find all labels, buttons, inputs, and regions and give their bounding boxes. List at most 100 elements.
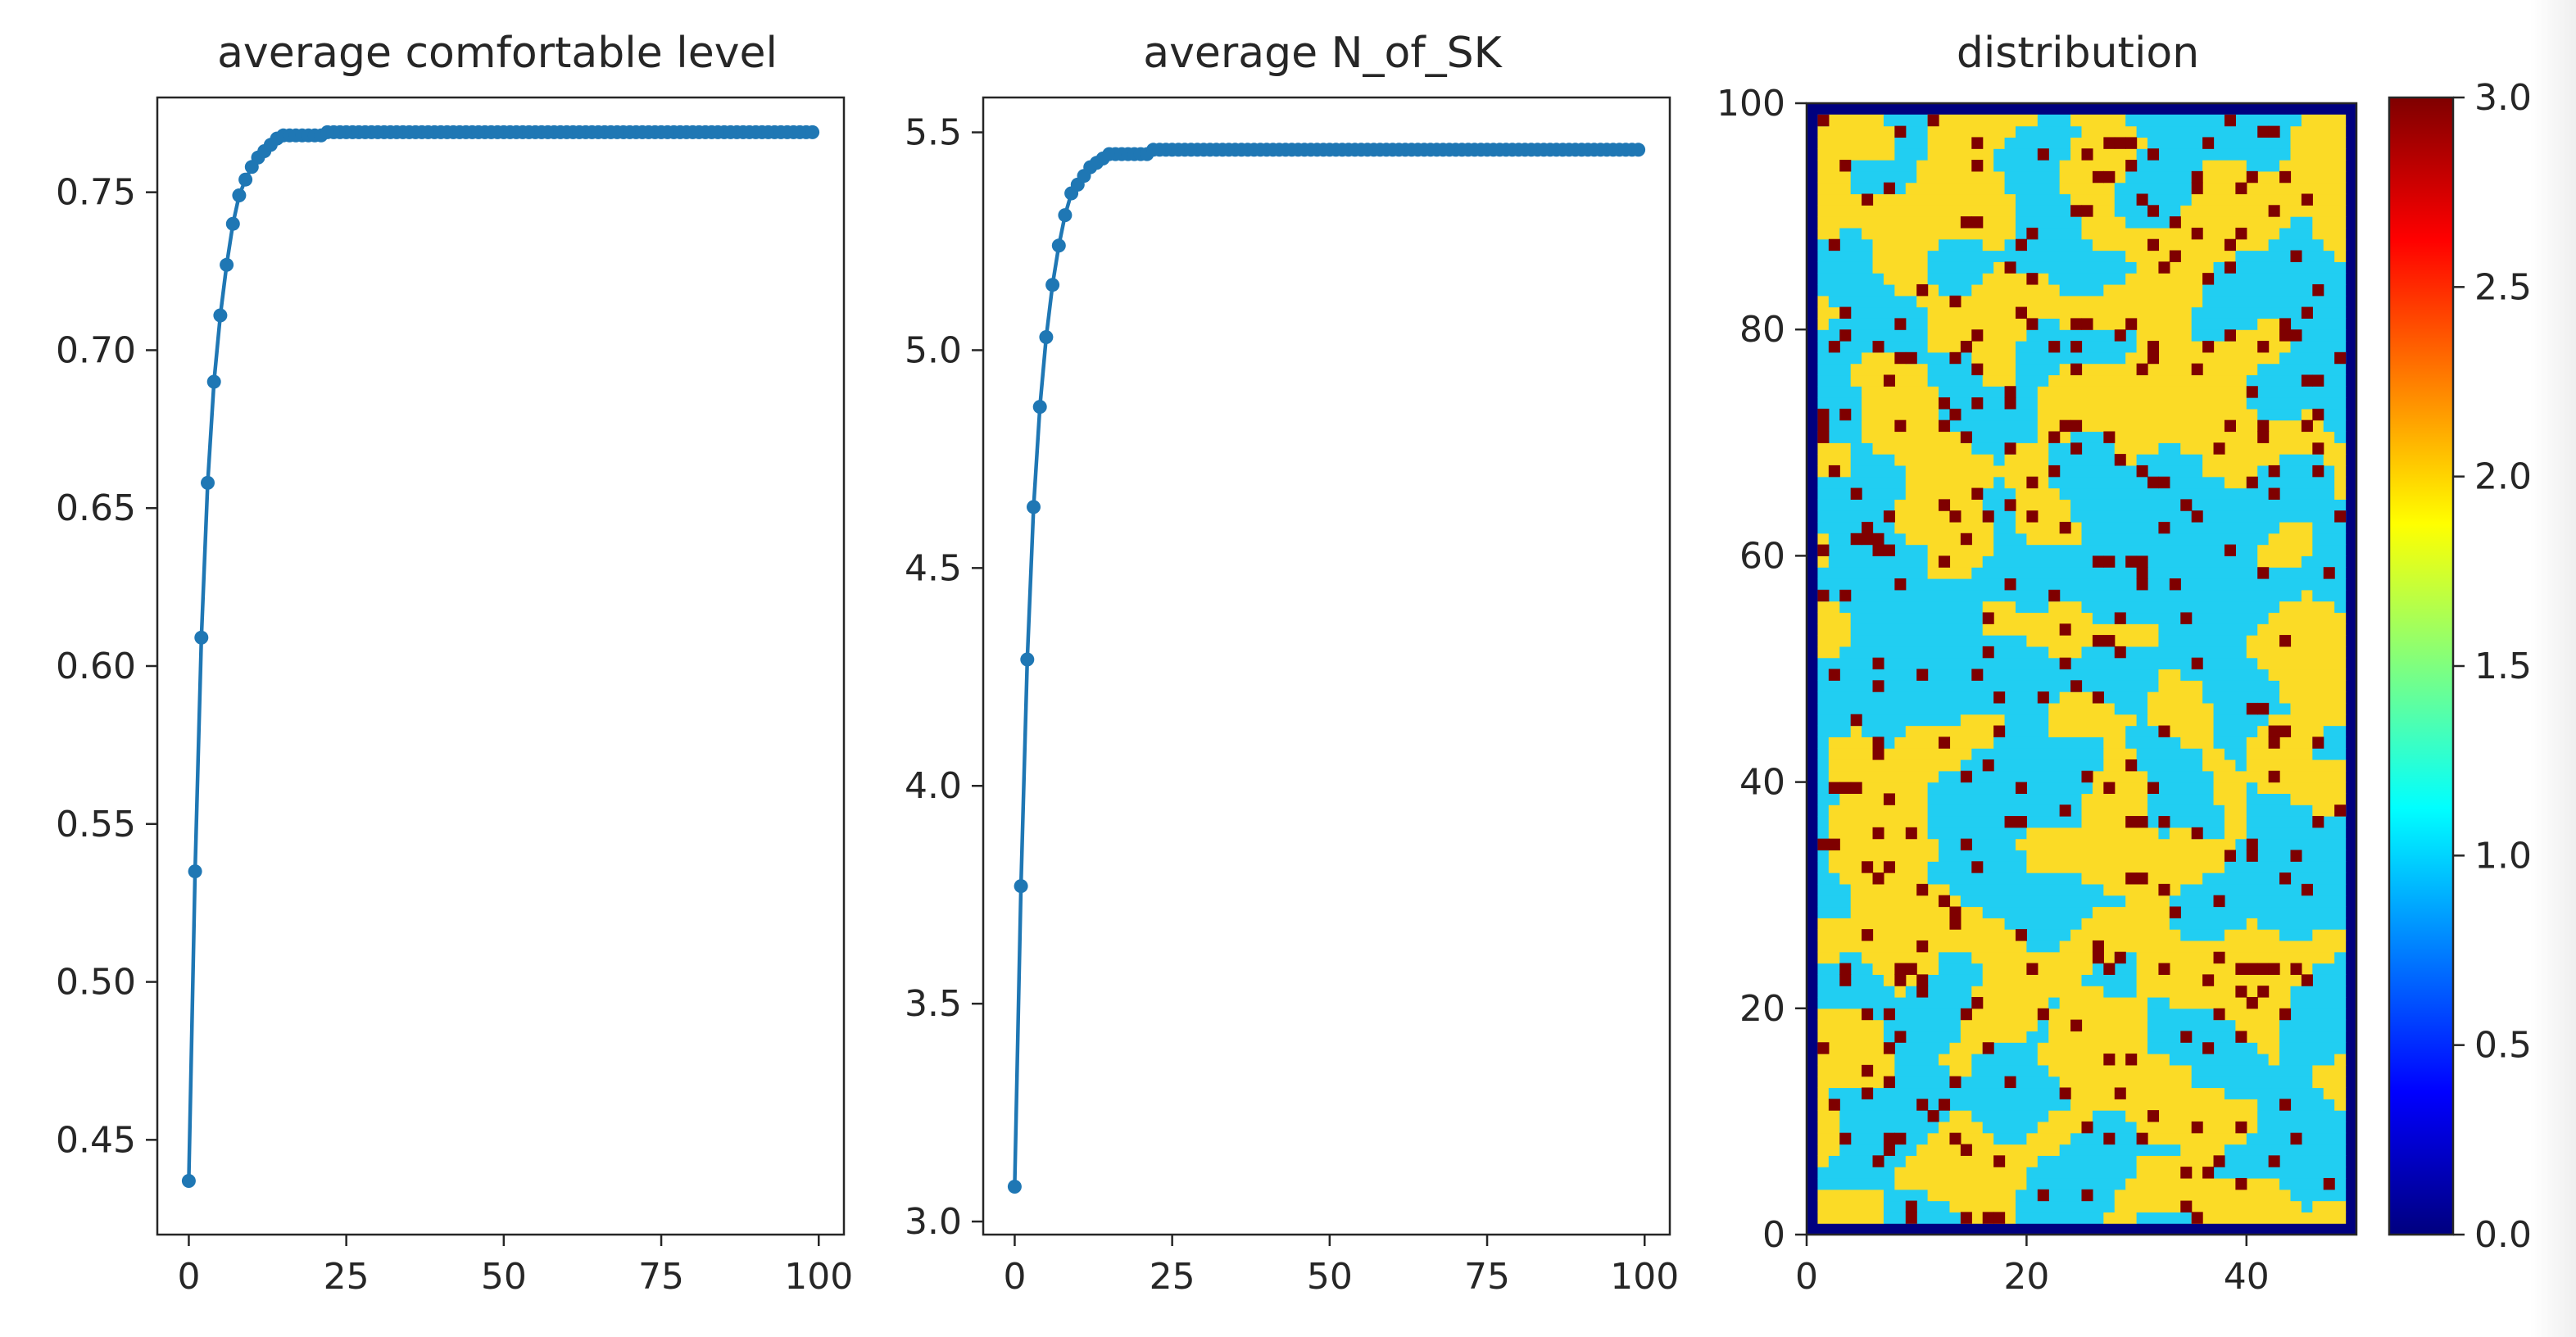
heatmap-cell-run	[2191, 170, 2347, 184]
heatmap-cell	[2125, 160, 2138, 172]
heatmap-cell-run	[2048, 476, 2225, 489]
heatmap-cell-run	[2290, 216, 2313, 229]
heatmap-cell-run	[2312, 216, 2347, 229]
heatmap-cell-run	[2246, 918, 2258, 930]
heatmap-cell-run	[1828, 861, 1929, 873]
heatmap-cell	[2158, 883, 2170, 896]
heatmap-cell-run	[2037, 114, 2071, 127]
heatmap-cell-run	[1927, 250, 2126, 262]
heatmap-cell	[1939, 1099, 1951, 1111]
heatmap-cell-run	[2290, 329, 2347, 342]
heatmap-cell	[2224, 329, 2236, 342]
heatmap-cell-run	[2235, 1019, 2280, 1032]
heatmap-cell	[2125, 816, 2138, 828]
heatmap-cell-run	[1982, 555, 2258, 568]
heatmap-cell-run	[1817, 804, 1830, 817]
colorbar-tick-label: 1.5	[2474, 646, 2532, 687]
heatmap-cell-run	[2224, 861, 2347, 873]
heatmap-cell-run	[2257, 918, 2347, 930]
heatmap-cell-run	[2081, 793, 2148, 805]
heatmap-cell-run	[1939, 1121, 1984, 1134]
heatmap-cell-run	[2125, 170, 2193, 184]
heatmap-cell-run	[1872, 261, 1929, 274]
heatmap-cell	[2103, 137, 2116, 149]
heatmap-cell-run	[2334, 1099, 2347, 1111]
heatmap-cell-run	[1839, 1099, 2071, 1111]
heatmap-cell-run	[1905, 182, 2006, 195]
heatmap-cell-run	[1850, 465, 1907, 478]
heatmap-cell-run	[1817, 499, 1895, 511]
heatmap-cell-run	[2257, 555, 2302, 568]
heatmap-cell-run	[1927, 793, 2083, 805]
heatmap-cell-run	[2070, 1087, 2225, 1099]
heatmap-cell-run	[2290, 986, 2347, 998]
heatmap-cell	[2279, 1099, 2292, 1111]
heatmap-cell-run	[1828, 759, 1961, 772]
heatmap-cell	[1862, 929, 1874, 941]
heatmap-cell	[1850, 714, 1862, 727]
heatmap-cell-run	[1828, 736, 1884, 749]
heatmap-cell-run	[1960, 895, 2126, 908]
heatmap-cell	[2059, 1087, 2071, 1099]
heatmap-cell-run	[2081, 125, 2138, 138]
heatmap-cell-run	[1850, 182, 1907, 195]
comfortable-y-tick-label: 0.45	[56, 1119, 136, 1161]
heatmap-cell	[1971, 996, 1984, 1009]
heatmap-cell-run	[2114, 702, 2148, 715]
heatmap-cell	[2180, 1031, 2193, 1043]
heatmap-cell	[2257, 963, 2270, 975]
heatmap-cell	[2070, 205, 2083, 217]
heatmap-frame	[1805, 102, 2358, 1236]
heatmap-cell-run	[2202, 283, 2347, 297]
heatmap-cell-run	[2246, 635, 2347, 647]
heatmap-cell-run	[1828, 804, 1929, 817]
heatmap-cell	[2125, 1054, 2138, 1066]
heatmap-cell	[1982, 759, 1994, 772]
heatmap-cell-run	[1949, 883, 2104, 896]
heatmap-cell-run	[2257, 544, 2313, 556]
heatmap-cell	[1872, 544, 1884, 556]
heatmap-cell-run	[1993, 160, 2061, 172]
heatmap-cell	[2224, 261, 2236, 274]
heatmap-cell-run	[2169, 1054, 2270, 1066]
heatmap-cell-run	[2070, 148, 2138, 161]
heatmap-cell	[2125, 759, 2138, 772]
heatmap-cell-run	[1927, 137, 2006, 149]
heatmap-cell-run	[2191, 193, 2347, 206]
heatmap-cell-run	[2081, 601, 2280, 614]
heatmap-cell	[1960, 838, 1972, 851]
heatmap-cell-run	[1817, 521, 1895, 534]
heatmap-cell	[1949, 1076, 1961, 1089]
heatmap-cell-run	[2169, 827, 2193, 840]
heatmap-cell-run	[1817, 759, 1830, 772]
nofsk-data-point	[1058, 208, 1073, 223]
heatmap-cell-run	[1817, 951, 1840, 964]
heatmap-cell-run	[2015, 510, 2071, 523]
heatmap-cell-run	[1850, 906, 1984, 918]
heatmap-cell	[2004, 261, 2016, 274]
heatmap-cell	[2301, 374, 2313, 387]
heatmap-cell-run	[1817, 1200, 1884, 1212]
heatmap-cell	[2147, 1110, 2160, 1122]
comfortable-x-tick-label: 0	[177, 1256, 200, 1298]
heatmap-cell	[2136, 465, 2148, 478]
heatmap-cell-run	[2169, 906, 2347, 918]
heatmap-cell	[2312, 408, 2324, 421]
heatmap-cell-run	[2158, 827, 2170, 840]
heatmap-cell-run	[1817, 895, 1852, 908]
heatmap-cell	[2213, 442, 2225, 455]
heatmap-cell-run	[2213, 736, 2247, 749]
heatmap-cell	[1872, 748, 1884, 760]
heatmap-cell	[2224, 544, 2236, 556]
heatmap-cell	[2224, 419, 2236, 433]
heatmap-cell	[2268, 125, 2280, 138]
heatmap-cell	[1862, 533, 1874, 546]
heatmap-cell	[1939, 499, 1951, 511]
heatmap-cell-run	[1817, 1189, 1884, 1202]
heatmap-cell-run	[2103, 283, 2203, 297]
heatmap-cell	[1817, 589, 1830, 602]
heatmap-cell	[2103, 782, 2116, 795]
heatmap-cell-run	[2070, 193, 2116, 206]
heatmap-cell-run	[1817, 386, 1862, 398]
